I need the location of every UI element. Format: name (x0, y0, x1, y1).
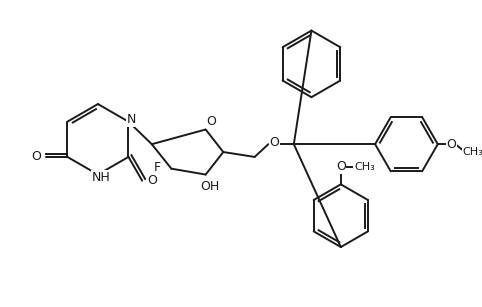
Text: OH: OH (200, 180, 219, 193)
Text: O: O (446, 138, 456, 151)
Text: CH₃: CH₃ (463, 147, 482, 157)
Text: N: N (127, 113, 136, 126)
Text: CH₃: CH₃ (354, 162, 375, 172)
Text: O: O (31, 150, 41, 163)
Text: O: O (147, 174, 157, 187)
Text: O: O (269, 136, 279, 149)
Text: O: O (336, 160, 346, 173)
Text: F: F (154, 161, 161, 174)
Text: O: O (207, 115, 216, 128)
Text: NH: NH (92, 171, 110, 184)
